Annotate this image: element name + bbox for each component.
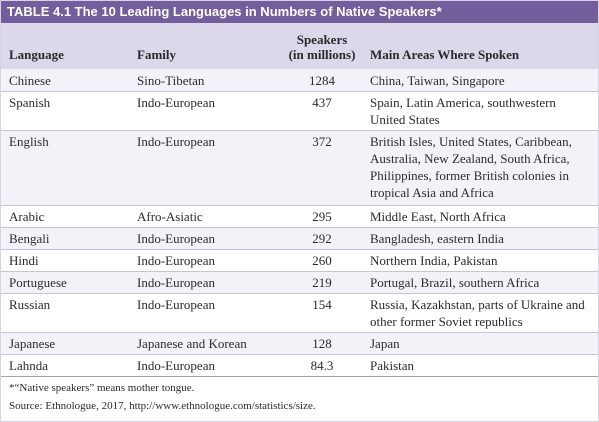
row-divider [1, 354, 598, 355]
header-language: Language [9, 47, 64, 62]
cell-language: Bengali [9, 231, 50, 246]
cell-areas: Northern India, Pakistan [370, 253, 498, 268]
cell-speakers: 219 [312, 275, 332, 290]
table-row: Japanese Japanese and Korean 128 Japan [1, 333, 598, 354]
cell-family: Indo-European [137, 275, 215, 290]
cell-speakers: 437 [312, 95, 332, 110]
table-header: Language Family Speakers (in millions) M… [1, 23, 598, 69]
header-family: Family [137, 47, 176, 62]
cell-language: Arabic [9, 209, 45, 224]
table-row: Russian Indo-European 154 Russia, Kazakh… [1, 294, 598, 332]
cell-areas: Portugal, Brazil, southern Africa [370, 275, 540, 290]
cell-family: Indo-European [137, 134, 215, 149]
cell-areas: Middle East, North Africa [370, 209, 506, 224]
table-row: Chinese Sino-Tibetan 1284 China, Taiwan,… [1, 69, 598, 91]
cell-family: Indo-European [137, 231, 215, 246]
row-divider [1, 332, 598, 333]
cell-areas: China, Taiwan, Singapore [370, 73, 505, 88]
table-row: Lahnda Indo-European 84.3 Pakistan [1, 355, 598, 376]
cell-family: Japanese and Korean [137, 336, 247, 351]
cell-language: Hindi [9, 253, 39, 268]
cell-areas: British Isles, United States, Caribbean,… [370, 134, 572, 200]
cell-speakers: 1284 [309, 73, 335, 88]
row-divider [1, 249, 598, 250]
table-bottom-rule [1, 376, 598, 377]
cell-language: Chinese [9, 73, 51, 88]
header-speakers: Speakers (in millions) [283, 32, 361, 62]
cell-areas: Bangladesh, eastern India [370, 231, 504, 246]
cell-areas: Spain, Latin America, southwestern Unite… [370, 95, 556, 127]
cell-language: Lahnda [9, 358, 48, 373]
cell-speakers: 128 [312, 336, 332, 351]
row-divider [1, 205, 598, 206]
cell-areas: Pakistan [370, 358, 415, 373]
row-divider [1, 227, 598, 228]
row-divider [1, 130, 598, 131]
header-areas: Main Areas Where Spoken [370, 47, 520, 62]
header-speakers-line1: Speakers [296, 32, 348, 47]
cell-family: Indo-European [137, 297, 215, 312]
table-row: Arabic Afro-Asiatic 295 Middle East, Nor… [1, 206, 598, 227]
cell-family: Afro-Asiatic [137, 209, 203, 224]
cell-speakers: 154 [312, 297, 332, 312]
footnote: *“Native speakers” means mother tongue. [9, 382, 195, 394]
table-row: English Indo-European 372 British Isles,… [1, 131, 598, 205]
table-row: Bengali Indo-European 292 Bangladesh, ea… [1, 228, 598, 249]
cell-areas: Russia, Kazakhstan, parts of Ukraine and… [370, 297, 585, 329]
cell-language: Spanish [9, 95, 51, 110]
source-note: Source: Ethnologue, 2017, http://www.eth… [9, 400, 316, 412]
cell-family: Sino-Tibetan [137, 73, 205, 88]
cell-speakers: 292 [312, 231, 332, 246]
row-divider [1, 293, 598, 294]
cell-family: Indo-European [137, 358, 215, 373]
table-row: Spanish Indo-European 437 Spain, Latin A… [1, 92, 598, 130]
cell-speakers: 295 [312, 209, 332, 224]
cell-family: Indo-European [137, 253, 215, 268]
cell-speakers: 372 [312, 134, 332, 149]
cell-language: English [9, 134, 49, 149]
cell-language: Russian [9, 297, 51, 312]
table-row: Hindi Indo-European 260 Northern India, … [1, 250, 598, 271]
row-divider [1, 271, 598, 272]
table-title: TABLE 4.1 The 10 Leading Languages in Nu… [1, 1, 598, 23]
row-divider [1, 91, 598, 92]
header-speakers-line2: (in millions) [288, 47, 356, 62]
cell-areas: Japan [370, 336, 400, 351]
cell-language: Portuguese [9, 275, 67, 290]
cell-family: Indo-European [137, 95, 215, 110]
cell-speakers: 84.3 [310, 358, 334, 373]
cell-language: Japanese [9, 336, 56, 351]
table-row: Portuguese Indo-European 219 Portugal, B… [1, 272, 598, 293]
cell-speakers: 260 [312, 253, 332, 268]
